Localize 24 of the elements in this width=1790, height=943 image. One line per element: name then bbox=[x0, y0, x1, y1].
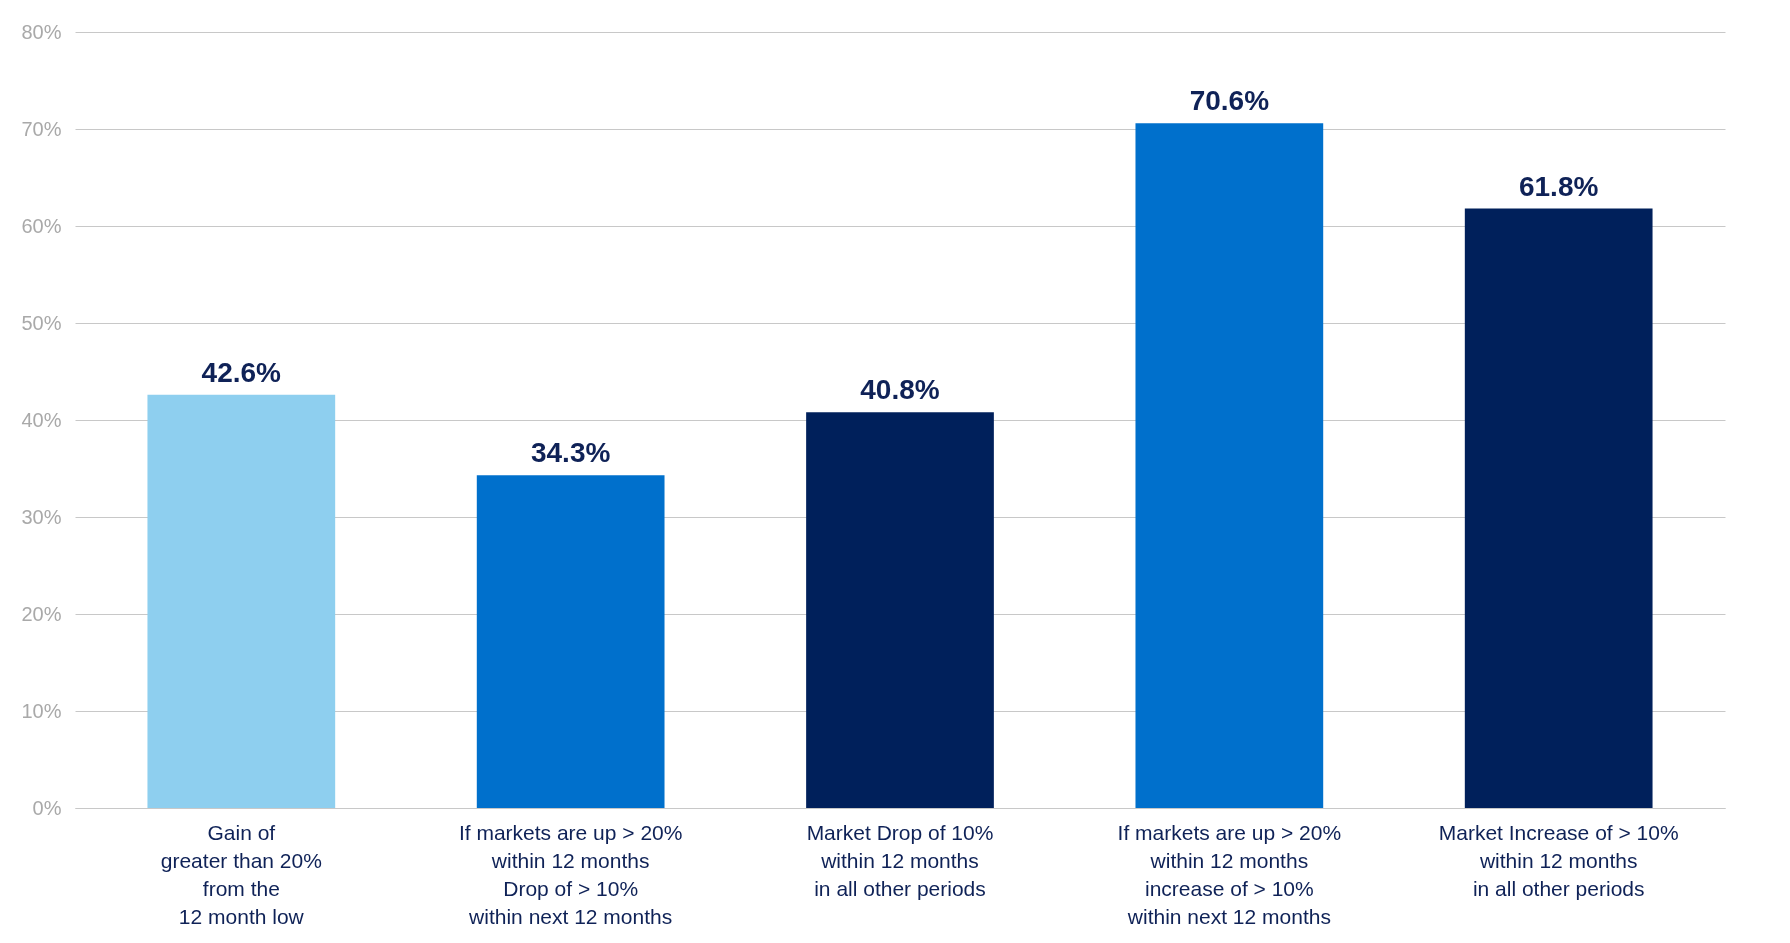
y-tick-label: 50% bbox=[21, 311, 62, 334]
y-tick-label: 40% bbox=[21, 408, 62, 431]
x-tick-label: Market Increase of > 10% within 12 months in all other periods bbox=[1438, 820, 1679, 900]
y-tick-label: 30% bbox=[21, 505, 62, 528]
y-tick-label: 80% bbox=[21, 20, 62, 43]
bar bbox=[1135, 123, 1324, 808]
x-tick-label: If markets are up > 20% within 12 months increase of > 10% within next 12 months bbox=[1117, 820, 1342, 928]
x-tick-label: Market Drop of 10% within 12 months in all other periods bbox=[806, 820, 994, 900]
y-tick-label: 20% bbox=[21, 602, 62, 625]
bar bbox=[1464, 208, 1653, 808]
x-tick-label: Gain of greater than 20% from the 12 month low bbox=[160, 820, 322, 928]
y-tick-label: 10% bbox=[21, 699, 62, 722]
y-tick-label: 0% bbox=[32, 796, 62, 819]
bar bbox=[476, 475, 665, 808]
bar bbox=[147, 394, 336, 808]
data-label: 61.8% bbox=[1518, 170, 1599, 202]
data-label: 70.6% bbox=[1189, 85, 1270, 117]
y-tick-label: 60% bbox=[21, 214, 62, 237]
bar bbox=[806, 412, 994, 808]
data-label: 34.3% bbox=[530, 437, 611, 469]
data-label: 42.6% bbox=[201, 356, 282, 388]
x-tick-label: If markets are up > 20% within 12 months Drop of > 10% within next 12 months bbox=[458, 820, 683, 928]
y-tick-label: 70% bbox=[21, 117, 62, 140]
data-label: 40.8% bbox=[860, 374, 940, 406]
